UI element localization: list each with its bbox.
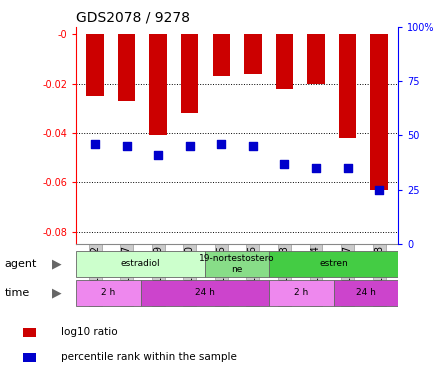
Text: time: time — [4, 288, 30, 298]
FancyBboxPatch shape — [76, 251, 204, 277]
Bar — [306, 34, 324, 84]
Text: ▶: ▶ — [52, 286, 61, 300]
Bar — [370, 34, 387, 190]
Point — [249, 143, 256, 149]
Text: percentile rank within the sample: percentile rank within the sample — [61, 352, 236, 362]
Bar — [23, 328, 36, 337]
Text: log10 ratio: log10 ratio — [61, 327, 117, 337]
Point — [186, 143, 193, 149]
Text: 19-nortestostero
ne: 19-nortestostero ne — [199, 254, 274, 274]
FancyBboxPatch shape — [269, 280, 333, 306]
FancyBboxPatch shape — [204, 251, 269, 277]
Bar — [243, 34, 261, 74]
Bar — [149, 34, 167, 136]
Text: agent: agent — [4, 259, 36, 269]
Bar — [23, 353, 36, 362]
FancyBboxPatch shape — [333, 280, 397, 306]
Text: 2 h: 2 h — [101, 288, 115, 297]
Text: ▶: ▶ — [52, 258, 61, 271]
Bar — [118, 34, 135, 101]
Text: estradiol: estradiol — [120, 260, 160, 268]
Bar — [212, 34, 230, 76]
Text: 24 h: 24 h — [194, 288, 214, 297]
Bar — [275, 34, 293, 89]
Point — [217, 141, 224, 147]
Point — [123, 143, 130, 149]
Text: GDS2078 / 9278: GDS2078 / 9278 — [76, 10, 190, 24]
FancyBboxPatch shape — [269, 251, 397, 277]
Text: estren: estren — [319, 260, 347, 268]
Point — [343, 165, 350, 171]
Point — [155, 152, 161, 158]
FancyBboxPatch shape — [140, 280, 269, 306]
Point — [312, 165, 319, 171]
FancyBboxPatch shape — [76, 280, 140, 306]
Text: 2 h: 2 h — [294, 288, 308, 297]
Point — [92, 141, 99, 147]
Text: 24 h: 24 h — [355, 288, 375, 297]
Bar — [181, 34, 198, 113]
Point — [280, 161, 287, 167]
Bar — [86, 34, 103, 96]
Point — [375, 187, 381, 193]
Bar — [338, 34, 355, 138]
